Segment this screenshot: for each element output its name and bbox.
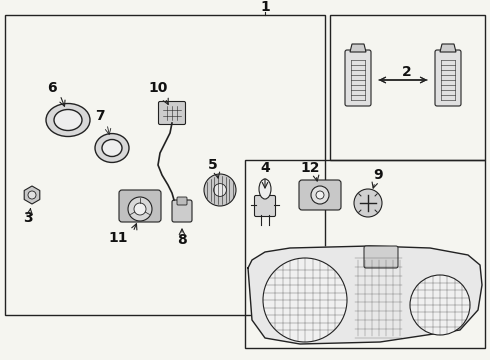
FancyBboxPatch shape [254,195,275,216]
Text: 12: 12 [300,161,320,175]
Text: 1: 1 [260,0,270,14]
Bar [245,160,485,348]
Ellipse shape [46,104,90,136]
Circle shape [134,203,146,215]
FancyBboxPatch shape [364,246,398,268]
Text: 2: 2 [402,65,412,79]
FancyBboxPatch shape [177,197,187,205]
Ellipse shape [102,139,122,157]
Ellipse shape [95,134,129,162]
Ellipse shape [259,179,271,199]
Text: 5: 5 [208,158,218,172]
Text: 7: 7 [95,109,105,123]
Circle shape [214,184,226,197]
FancyBboxPatch shape [119,190,161,222]
FancyBboxPatch shape [435,50,461,106]
Text: 4: 4 [260,161,270,175]
Circle shape [316,191,324,199]
Circle shape [204,174,236,206]
Bar [5,15,325,315]
FancyBboxPatch shape [299,180,341,210]
Text: 10: 10 [148,81,168,95]
Circle shape [311,186,329,204]
Polygon shape [440,44,456,52]
Text: 6: 6 [47,81,57,95]
Text: 11: 11 [108,231,128,245]
Polygon shape [248,246,482,344]
Circle shape [263,258,347,342]
Text: 9: 9 [373,168,383,182]
Circle shape [410,275,470,335]
Circle shape [354,189,382,217]
Text: 3: 3 [23,211,33,225]
Circle shape [128,197,152,221]
FancyBboxPatch shape [345,50,371,106]
FancyBboxPatch shape [158,102,186,125]
FancyBboxPatch shape [172,200,192,222]
Polygon shape [350,44,366,52]
Text: 8: 8 [177,233,187,247]
Ellipse shape [54,109,82,130]
Polygon shape [24,186,40,204]
Bar [330,15,485,160]
Circle shape [28,191,36,199]
